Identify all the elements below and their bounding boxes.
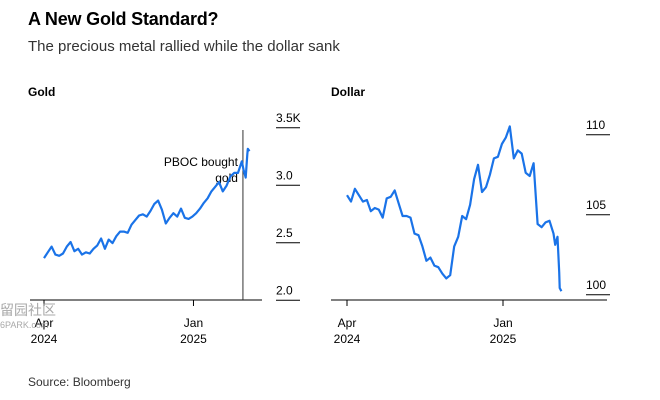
gold-y-tick-label: 3.5K — [276, 111, 301, 125]
dollar-panel: Dollar 110 105 100 Apr 2024 Jan 2025 — [331, 85, 610, 346]
gold-panel: Gold 3.5K 3.0 2.5 2.0 Apr 2024 Jan 2025 PBOC b… — [28, 85, 301, 346]
chart-title: A New Gold Standard? — [28, 9, 219, 29]
dollar-x-tick-label: Apr — [338, 316, 357, 330]
gold-y-tick-label: 2.5 — [276, 226, 293, 240]
dollar-x-tick-label: Jan — [493, 316, 512, 330]
gold-x-tick-year: 2025 — [180, 332, 207, 346]
gold-y-tick-label: 2.0 — [276, 283, 293, 297]
dollar-y-axis: 110 105 100 — [586, 118, 610, 296]
gold-x-tick-label: Apr — [35, 316, 54, 330]
gold-y-tick-label: 3.0 — [276, 168, 293, 182]
source-note: Source: Bloomberg — [28, 375, 131, 389]
dollar-panel-title: Dollar — [331, 85, 365, 99]
gold-panel-title: Gold — [28, 85, 55, 99]
dollar-series-line — [346, 125, 563, 292]
dollar-x-axis: Apr 2024 Jan 2025 — [331, 299, 607, 346]
gold-x-tick-label: Jan — [184, 316, 203, 330]
gold-series-line — [43, 147, 251, 259]
watermark: 留园社区 6PARK.com — [0, 300, 56, 330]
chart-subtitle: The precious metal rallied while the dol… — [28, 38, 340, 55]
dollar-y-tick-label: 105 — [586, 198, 606, 212]
watermark-text: 留园社区 — [0, 302, 56, 318]
dollar-y-tick-label: 100 — [586, 278, 606, 292]
watermark-sub: 6PARK.com — [0, 320, 49, 330]
gold-x-axis: Apr 2024 Jan 2025 — [30, 299, 262, 346]
gold-y-axis: 3.5K 3.0 2.5 2.0 — [276, 111, 301, 301]
dollar-y-tick-label: 110 — [586, 118, 605, 132]
dollar-x-tick-year: 2024 — [334, 332, 361, 346]
gold-annotation-text: PBOC bought — [164, 155, 239, 169]
gold-x-tick-year: 2024 — [31, 332, 58, 346]
dollar-x-tick-year: 2025 — [490, 332, 517, 346]
